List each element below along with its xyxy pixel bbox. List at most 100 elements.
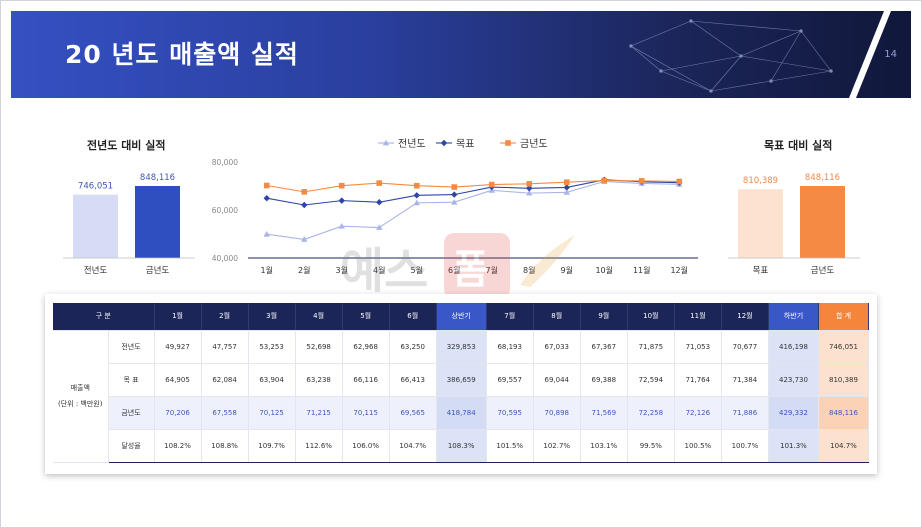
table-cell: 71,215 bbox=[295, 396, 343, 430]
table-cell: 53,253 bbox=[248, 330, 296, 364]
header-cell: 12월 bbox=[721, 303, 770, 331]
left-bar-value-label: 746,051 bbox=[78, 182, 113, 192]
sales-table: 구 분 1월 2월 3월 4월 5월 6월 상반기 7월 8월 9월 10월 1… bbox=[53, 303, 869, 463]
table-cell: 70,115 bbox=[342, 396, 390, 430]
header-cell: 7월 bbox=[486, 303, 534, 331]
table-cell: 810,389 bbox=[818, 363, 869, 397]
table-cell: 71,053 bbox=[674, 330, 722, 364]
slash-decoration bbox=[849, 11, 891, 98]
group-label-unit: (단위 : 백만원) bbox=[58, 400, 103, 408]
legend-label: 금년도 bbox=[520, 138, 548, 150]
table-cell: 47,757 bbox=[201, 330, 249, 364]
row-label: 목 표 bbox=[108, 363, 155, 397]
x-tick-label: 3월 bbox=[336, 265, 348, 275]
header-category: 구 분 bbox=[53, 303, 155, 331]
left-bar bbox=[135, 186, 180, 258]
table-cell: 66,413 bbox=[389, 363, 437, 397]
series-line-1 bbox=[266, 179, 680, 206]
table-cell: 108.3% bbox=[436, 429, 487, 463]
group-label: 매출액 (단위 : 백만원) bbox=[53, 330, 109, 463]
table-cell: 70,898 bbox=[533, 396, 581, 430]
table-cell: 66,116 bbox=[342, 363, 390, 397]
header-cell: 8월 bbox=[533, 303, 581, 331]
left-bar-category-label: 금년도 bbox=[146, 265, 170, 276]
right-panel-title: 목표 대비 실적 bbox=[764, 139, 833, 152]
legend-label: 목표 bbox=[456, 138, 474, 150]
page-title: 20 년도 매출액 실적 bbox=[65, 40, 299, 69]
table-cell: 386,659 bbox=[436, 363, 487, 397]
row-label: 달성율 bbox=[108, 429, 155, 463]
table-cell: 69,044 bbox=[533, 363, 581, 397]
data-point bbox=[413, 182, 420, 189]
table-cell: 104.7% bbox=[818, 429, 869, 463]
table-cell: 71,875 bbox=[627, 330, 675, 364]
header-cell: 4월 bbox=[295, 303, 343, 331]
table-cell: 746,051 bbox=[818, 330, 869, 364]
table-cell: 67,033 bbox=[533, 330, 581, 364]
table-cell: 106.0% bbox=[342, 429, 390, 463]
table-cell: 70,595 bbox=[486, 396, 534, 430]
data-point bbox=[451, 184, 458, 190]
row-label: 전년도 bbox=[108, 330, 155, 364]
table-cell: 429,332 bbox=[768, 396, 819, 430]
header-cell: 9월 bbox=[580, 303, 628, 331]
x-tick-label: 6월 bbox=[448, 265, 460, 275]
left-bar bbox=[73, 194, 118, 258]
data-point bbox=[376, 224, 383, 230]
data-point bbox=[263, 230, 270, 237]
table-row: 달성율 108.2% 108.8% 109.7% 112.6% 106.0% 104.7% 1… bbox=[53, 429, 869, 463]
table-cell: 329,853 bbox=[436, 330, 487, 364]
legend-marker bbox=[440, 139, 448, 147]
table-cell: 63,238 bbox=[295, 363, 343, 397]
header-cell: 5월 bbox=[342, 303, 390, 331]
data-point bbox=[376, 199, 383, 206]
table-cell: 100.7% bbox=[721, 429, 770, 463]
table-cell: 423,730 bbox=[768, 363, 819, 397]
svg-text:폼: 폼 bbox=[452, 247, 489, 293]
header-cell: 2월 bbox=[201, 303, 249, 331]
table-cell: 63,250 bbox=[389, 330, 437, 364]
header-cell: 3월 bbox=[248, 303, 296, 331]
header-second-half: 하반기 bbox=[768, 303, 819, 331]
data-point bbox=[526, 181, 533, 187]
legend-label: 전년도 bbox=[398, 138, 426, 150]
table-cell: 72,258 bbox=[627, 396, 675, 430]
right-bar-category-label: 목표 bbox=[753, 266, 769, 276]
series-line-2 bbox=[266, 180, 680, 193]
table-cell: 104.7% bbox=[389, 429, 437, 463]
sales-table-card: 구 분 1월 2월 3월 4월 5월 6월 상반기 7월 8월 9월 10월 1… bbox=[45, 294, 877, 474]
data-point bbox=[413, 192, 420, 199]
table-cell: 99.5% bbox=[627, 429, 675, 463]
right-bar-chart: 810,389 목표 848,116 금년도 bbox=[728, 173, 860, 276]
header-total: 합 계 bbox=[818, 303, 869, 331]
table-row: 매출액 (단위 : 백만원) 전년도 49,927 47,757 53,253 52,698… bbox=[53, 330, 869, 463]
data-point bbox=[488, 181, 495, 188]
data-point bbox=[301, 189, 308, 195]
table-cell: 101.3% bbox=[768, 429, 819, 463]
table-cell: 62,968 bbox=[342, 330, 390, 364]
x-tick-label: 9월 bbox=[561, 265, 573, 275]
table-cell: 102.7% bbox=[533, 429, 581, 463]
group-label-main: 매출액 bbox=[70, 384, 90, 392]
data-point bbox=[376, 180, 383, 186]
x-tick-label: 4월 bbox=[373, 265, 385, 275]
right-bar-category-label: 금년도 bbox=[811, 265, 835, 276]
table-cell: 71,384 bbox=[721, 363, 770, 397]
series-line-0 bbox=[266, 180, 680, 240]
table-cell: 70,677 bbox=[721, 330, 770, 364]
y-tick-label: 60,000 bbox=[212, 206, 238, 215]
table-cell: 108.2% bbox=[154, 429, 202, 463]
svg-text:예스: 예스 bbox=[340, 243, 428, 299]
x-tick-label: 10월 bbox=[595, 265, 613, 275]
table-cell: 52,698 bbox=[295, 330, 343, 364]
data-point bbox=[338, 197, 345, 204]
table-cell: 69,565 bbox=[389, 396, 437, 430]
left-bar-chart: 746,051 전년도 848,116 금년도 bbox=[63, 173, 195, 276]
table-cell: 63,904 bbox=[248, 363, 296, 397]
data-point bbox=[676, 178, 683, 185]
table-cell: 67,558 bbox=[201, 396, 249, 430]
data-point bbox=[263, 182, 270, 189]
table-row: 금년도 70,206 67,558 70,125 71,215 70,115 69,565 4… bbox=[53, 396, 869, 430]
table-cell: 70,206 bbox=[154, 396, 202, 430]
table-cell: 101.5% bbox=[486, 429, 534, 463]
